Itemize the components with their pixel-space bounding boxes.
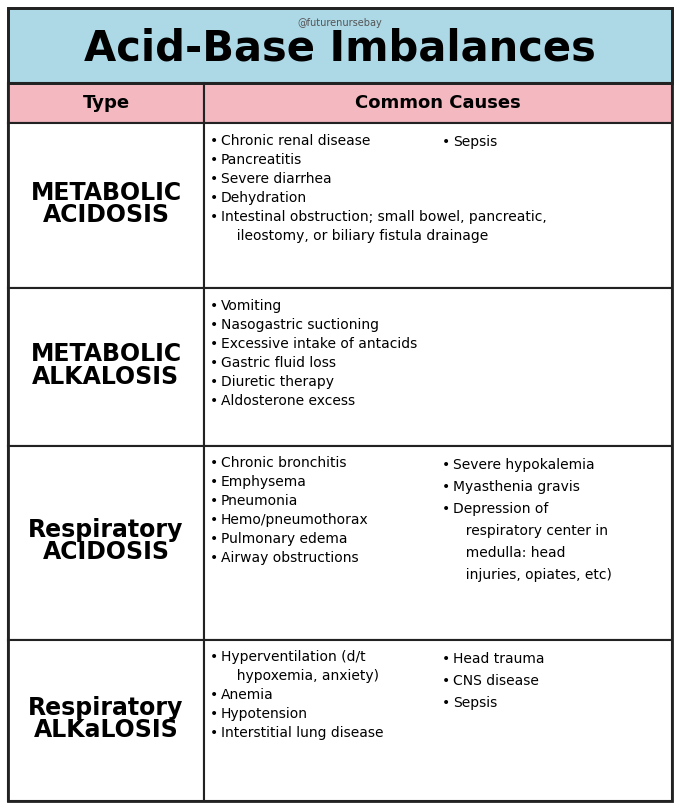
Text: •: •: [210, 456, 218, 470]
Bar: [8, 289, 204, 446]
Text: •: •: [210, 172, 218, 185]
Text: Intestinal obstruction; small bowel, pancreatic,: Intestinal obstruction; small bowel, pan…: [221, 210, 547, 223]
Text: Pulmonary edema: Pulmonary edema: [221, 532, 347, 546]
Bar: [8, 83, 204, 123]
Text: •: •: [210, 356, 218, 370]
Text: •: •: [210, 726, 218, 740]
Text: •: •: [210, 707, 218, 721]
Text: Nasogastric suctioning: Nasogastric suctioning: [221, 318, 379, 332]
Text: respiratory center in: respiratory center in: [457, 524, 608, 538]
Text: •: •: [210, 552, 218, 565]
Text: METABOLIC: METABOLIC: [31, 181, 182, 205]
Bar: [204, 123, 672, 289]
Text: •: •: [210, 153, 218, 167]
Text: Pancreatitis: Pancreatitis: [221, 153, 302, 167]
Text: •: •: [210, 299, 218, 313]
Text: Myasthenia gravis: Myasthenia gravis: [453, 480, 580, 493]
Text: Respiratory: Respiratory: [29, 518, 184, 542]
Text: Excessive intake of antacids: Excessive intake of antacids: [221, 337, 417, 351]
Text: Hemo/pneumothorax: Hemo/pneumothorax: [221, 514, 369, 527]
Text: •: •: [210, 532, 218, 546]
Text: Anemia: Anemia: [221, 688, 273, 702]
Text: •: •: [210, 394, 218, 408]
Bar: [8, 8, 672, 83]
Text: Acid-Base Imbalances: Acid-Base Imbalances: [84, 28, 596, 70]
Text: Vomiting: Vomiting: [221, 299, 282, 313]
Text: Emphysema: Emphysema: [221, 476, 307, 489]
Text: Common Causes: Common Causes: [355, 94, 521, 112]
Text: •: •: [442, 480, 450, 493]
Text: @futurenursebay: @futurenursebay: [298, 18, 382, 28]
Text: medulla: head: medulla: head: [457, 546, 566, 560]
Text: Severe hypokalemia: Severe hypokalemia: [453, 458, 594, 472]
Text: •: •: [210, 133, 218, 147]
Bar: [204, 446, 672, 640]
Text: hypoxemia, anxiety): hypoxemia, anxiety): [228, 669, 379, 683]
Text: •: •: [210, 688, 218, 702]
Text: Sepsis: Sepsis: [453, 696, 497, 709]
Text: Airway obstructions: Airway obstructions: [221, 552, 358, 565]
Text: ALKaLOSIS: ALKaLOSIS: [33, 718, 178, 742]
Text: CNS disease: CNS disease: [453, 674, 539, 688]
Text: Gastric fluid loss: Gastric fluid loss: [221, 356, 336, 370]
Text: •: •: [210, 514, 218, 527]
Text: •: •: [210, 650, 218, 664]
Bar: [204, 289, 672, 446]
Bar: [8, 8, 672, 83]
Text: Interstitial lung disease: Interstitial lung disease: [221, 726, 384, 740]
Text: Chronic bronchitis: Chronic bronchitis: [221, 456, 346, 470]
Bar: [8, 123, 204, 289]
Text: •: •: [210, 494, 218, 508]
Text: Severe diarrhea: Severe diarrhea: [221, 172, 332, 185]
Text: Dehydration: Dehydration: [221, 190, 307, 205]
Text: •: •: [210, 190, 218, 205]
Text: •: •: [442, 502, 450, 516]
Text: Head trauma: Head trauma: [453, 651, 545, 666]
Bar: [8, 83, 672, 801]
Text: •: •: [210, 375, 218, 389]
Text: •: •: [210, 210, 218, 223]
Text: Hypotension: Hypotension: [221, 707, 308, 721]
Text: Hyperventilation (d/t: Hyperventilation (d/t: [221, 650, 366, 664]
Text: •: •: [442, 458, 450, 472]
Text: ileostomy, or biliary fistula drainage: ileostomy, or biliary fistula drainage: [228, 228, 488, 243]
Text: METABOLIC: METABOLIC: [31, 342, 182, 366]
Text: Pneumonia: Pneumonia: [221, 494, 299, 508]
Text: •: •: [210, 318, 218, 332]
Text: Type: Type: [82, 94, 129, 112]
Bar: [204, 640, 672, 801]
Text: Respiratory: Respiratory: [29, 696, 184, 719]
Text: •: •: [442, 696, 450, 709]
Bar: [204, 83, 672, 123]
Text: •: •: [210, 476, 218, 489]
Text: •: •: [442, 135, 450, 149]
Text: •: •: [442, 651, 450, 666]
Text: •: •: [442, 674, 450, 688]
Text: ACIDOSIS: ACIDOSIS: [42, 203, 169, 227]
Text: ACIDOSIS: ACIDOSIS: [42, 540, 169, 564]
Text: Aldosterone excess: Aldosterone excess: [221, 394, 355, 408]
Text: Sepsis: Sepsis: [453, 135, 497, 149]
Text: ALKALOSIS: ALKALOSIS: [33, 365, 180, 388]
Bar: [8, 640, 204, 801]
Text: Depression of: Depression of: [453, 502, 548, 516]
Text: Chronic renal disease: Chronic renal disease: [221, 133, 370, 147]
Text: •: •: [210, 337, 218, 351]
Text: Diuretic therapy: Diuretic therapy: [221, 375, 334, 389]
Text: injuries, opiates, etc): injuries, opiates, etc): [457, 568, 612, 582]
Bar: [8, 446, 204, 640]
